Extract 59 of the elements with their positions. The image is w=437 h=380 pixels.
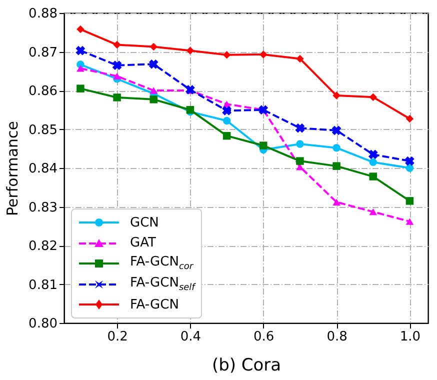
point xyxy=(332,198,340,206)
point xyxy=(222,132,231,140)
y-tick-label: 0.85 xyxy=(28,122,58,138)
point xyxy=(332,162,340,170)
y-axis-title: Performance xyxy=(4,120,22,216)
x-tick-label: 0.6 xyxy=(254,330,274,344)
point xyxy=(113,72,121,80)
point xyxy=(332,92,340,100)
point xyxy=(150,87,158,94)
point xyxy=(369,93,377,101)
point xyxy=(406,164,414,172)
x-tick-label: 0.8 xyxy=(326,330,348,344)
y-tick-label: 0.83 xyxy=(28,200,58,216)
x-tick-label: 1.0 xyxy=(400,330,421,344)
legend-label: FA-GCN xyxy=(130,297,179,312)
point xyxy=(148,59,158,69)
point xyxy=(150,42,158,51)
legend-label: FA-GCN$_{cor}$ xyxy=(130,254,194,273)
x-tick-label: 0.2 xyxy=(107,330,128,344)
point xyxy=(186,46,194,54)
y-tick-label: 0.81 xyxy=(28,278,58,293)
point xyxy=(112,60,122,70)
legend-label: GCN xyxy=(130,215,159,230)
point xyxy=(260,50,268,58)
legend-label: FA-GCN$_{self}$ xyxy=(130,275,195,294)
point xyxy=(296,54,304,63)
legend-label: GAT xyxy=(130,236,156,251)
point xyxy=(260,142,268,150)
point xyxy=(369,172,377,180)
y-tick-label: 0.87 xyxy=(28,45,58,60)
y-tick-label: 0.82 xyxy=(28,239,58,254)
point xyxy=(406,218,414,225)
point xyxy=(150,96,158,104)
y-tick-label: 0.88 xyxy=(28,6,58,22)
point xyxy=(113,94,121,102)
point xyxy=(406,114,414,123)
point xyxy=(113,40,121,49)
point xyxy=(222,50,231,59)
point xyxy=(296,140,304,148)
point xyxy=(406,197,414,205)
y-tick-label: 0.84 xyxy=(28,162,58,176)
point xyxy=(76,84,84,92)
x-tick-label: 0.4 xyxy=(180,330,202,344)
point xyxy=(405,156,414,166)
x-axis-title: (b) Cora xyxy=(212,356,282,376)
point xyxy=(222,106,232,116)
point xyxy=(296,157,304,165)
point xyxy=(332,126,342,136)
y-tick-label: 0.80 xyxy=(28,316,58,332)
point xyxy=(76,65,84,72)
point xyxy=(295,123,305,133)
point xyxy=(368,150,378,160)
point xyxy=(222,116,231,125)
point xyxy=(76,46,86,56)
point xyxy=(332,144,340,152)
y-tick-label: 0.86 xyxy=(28,84,58,99)
point xyxy=(76,25,84,34)
point xyxy=(369,158,377,166)
point xyxy=(369,208,377,216)
